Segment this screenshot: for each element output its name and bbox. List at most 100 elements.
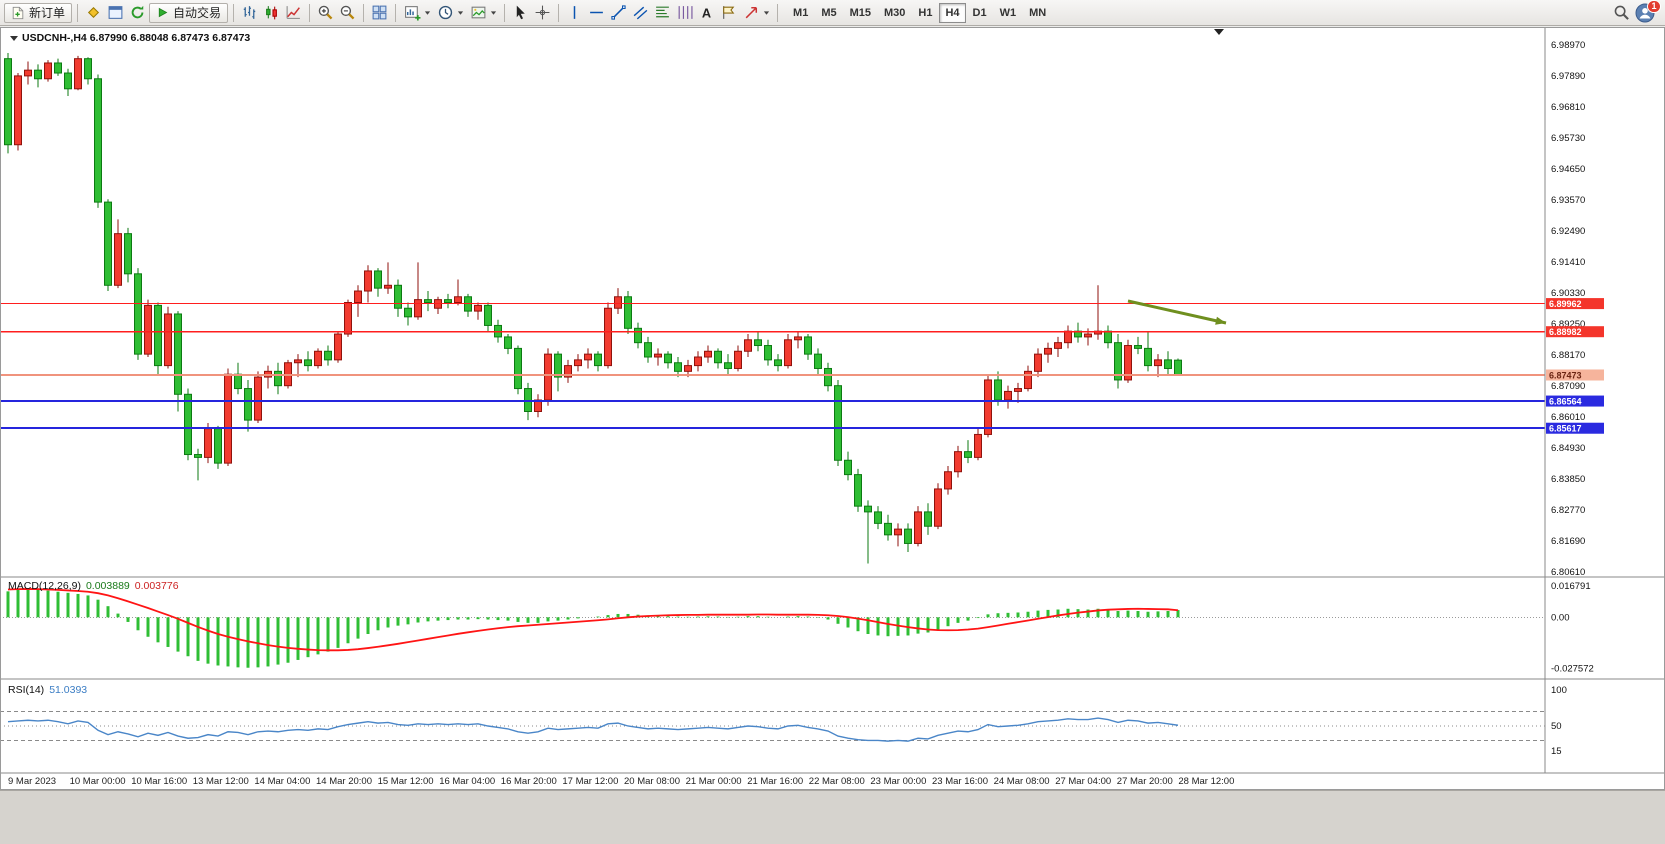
crosshair-icon[interactable] xyxy=(532,3,553,22)
arrows-combo[interactable] xyxy=(741,3,771,22)
cursor-icon[interactable] xyxy=(510,3,531,22)
axis-label: 50 xyxy=(1551,721,1562,732)
timeframe-m15[interactable]: M15 xyxy=(844,3,877,23)
zoom-in-icon[interactable] xyxy=(315,3,336,22)
candle xyxy=(954,451,962,473)
candle xyxy=(694,356,702,367)
autotrade-label: 自动交易 xyxy=(173,6,222,20)
price-tag xyxy=(1546,298,1604,310)
candle xyxy=(474,304,482,312)
horizontal-line-icon[interactable] xyxy=(586,3,607,22)
timeframe-m30[interactable]: M30 xyxy=(878,3,911,23)
candle xyxy=(74,58,82,90)
candle xyxy=(244,388,252,421)
refresh-icon[interactable] xyxy=(127,3,148,22)
candle xyxy=(1004,390,1012,401)
timeframe-d1[interactable]: D1 xyxy=(967,3,993,23)
search-icon[interactable] xyxy=(1611,3,1632,22)
candlestick-chart-icon[interactable] xyxy=(261,3,282,22)
candle xyxy=(234,373,242,390)
line-chart-icon[interactable] xyxy=(283,3,304,22)
period-combo[interactable] xyxy=(435,3,465,22)
text-label-icon[interactable] xyxy=(718,3,739,22)
vertical-line-icon[interactable] xyxy=(564,3,585,22)
market-watch-icon[interactable] xyxy=(83,3,104,22)
candle xyxy=(654,353,662,358)
axis-label: 6.85617 xyxy=(1549,424,1582,434)
candle xyxy=(304,359,312,367)
candle xyxy=(34,69,42,80)
candle xyxy=(1164,359,1172,369)
candle xyxy=(24,69,32,77)
trend-arrow[interactable] xyxy=(1127,299,1227,325)
timeframe-h1[interactable]: H1 xyxy=(912,3,938,23)
candle xyxy=(114,233,122,286)
chart-dropdown-icon[interactable] xyxy=(10,35,18,41)
profile-button[interactable]: 1 xyxy=(1635,0,1661,23)
candle xyxy=(1064,330,1072,344)
new-order-label: 新订单 xyxy=(29,6,66,20)
toolbar: 新订单 自动交易 xyxy=(0,0,1665,26)
autotrade-button[interactable]: 自动交易 xyxy=(149,2,229,23)
time-axis-label: 14 Mar 20:00 xyxy=(316,776,372,787)
candle xyxy=(764,345,772,361)
candle xyxy=(724,362,732,369)
trendline-icon[interactable] xyxy=(608,3,629,22)
candle xyxy=(964,451,972,458)
divider xyxy=(233,3,235,22)
candle xyxy=(324,350,332,361)
candle xyxy=(314,350,322,367)
candle xyxy=(384,284,392,289)
tile-windows-icon[interactable] xyxy=(369,3,390,22)
new-chart-combo[interactable] xyxy=(402,3,432,22)
templates-combo[interactable] xyxy=(468,3,498,22)
text-icon[interactable] xyxy=(696,3,717,22)
divider xyxy=(777,3,779,22)
timeframe-mn[interactable]: MN xyxy=(1023,3,1052,23)
new-order-icon xyxy=(11,6,25,20)
timeframe-m5[interactable]: M5 xyxy=(815,3,842,23)
axis-label: 15 xyxy=(1551,746,1562,757)
bar-chart-icon[interactable] xyxy=(239,3,260,22)
zoom-out-icon[interactable] xyxy=(337,3,358,22)
timeframe-m1[interactable]: M1 xyxy=(787,3,814,23)
candle xyxy=(574,359,582,367)
candle xyxy=(404,307,412,318)
candle xyxy=(904,528,912,544)
candle xyxy=(944,471,952,490)
fibonacci-icon[interactable] xyxy=(652,3,673,22)
candle xyxy=(224,373,232,464)
new-order-button[interactable]: 新订单 xyxy=(4,2,73,23)
divider xyxy=(363,3,365,22)
window-bottom-area xyxy=(0,790,1665,844)
time-axis-label: 20 Mar 08:00 xyxy=(624,776,680,787)
macd-label: MACD(12,26,9) 0.003889 0.003776 xyxy=(8,580,179,592)
channel-icon[interactable] xyxy=(630,3,651,22)
candle xyxy=(1124,345,1132,381)
candle xyxy=(994,379,1002,401)
price-chart[interactable]: 6.98970 6.97890 6.96810 6.95730 6.94650 6.935… xyxy=(0,27,1665,790)
candle xyxy=(864,505,872,513)
new-chart-icon xyxy=(402,3,423,22)
candle xyxy=(784,339,792,367)
candle xyxy=(914,511,922,544)
price-tag xyxy=(1546,422,1604,434)
time-axis-label: 27 Mar 04:00 xyxy=(1055,776,1111,787)
candle xyxy=(444,299,452,304)
candle xyxy=(364,270,372,292)
data-window-icon[interactable] xyxy=(105,3,126,22)
candle xyxy=(274,370,282,387)
timeframe-w1[interactable]: W1 xyxy=(994,3,1023,23)
axis-label: 6.86564 xyxy=(1549,397,1582,407)
axis-label: 6.88982 xyxy=(1549,327,1582,337)
axis-label: 6.95730 xyxy=(1551,133,1585,144)
panel-collapse-icon[interactable] xyxy=(1214,29,1224,35)
time-axis-label: 21 Mar 00:00 xyxy=(686,776,742,787)
price-tag xyxy=(1546,395,1604,407)
cycle-lines-icon[interactable] xyxy=(674,3,695,22)
axis-label: 6.86010 xyxy=(1551,412,1585,423)
divider xyxy=(395,3,397,22)
timeframe-h4[interactable]: H4 xyxy=(939,2,966,23)
candle xyxy=(1104,330,1112,344)
axis-label: 6.82770 xyxy=(1551,505,1585,516)
